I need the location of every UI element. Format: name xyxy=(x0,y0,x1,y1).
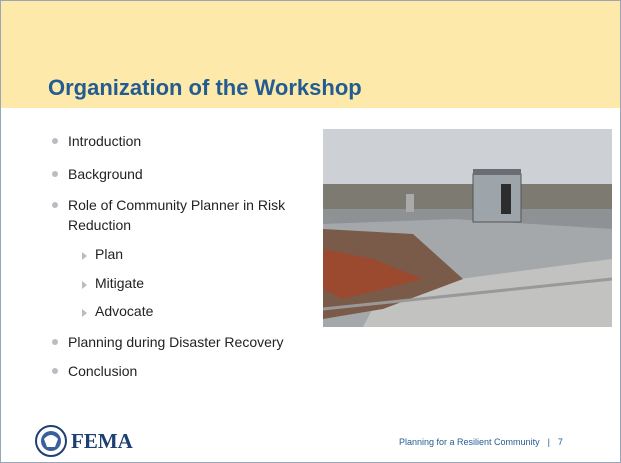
sub-bullet: Advocate xyxy=(95,303,153,319)
sub-bullet: Mitigate xyxy=(95,275,144,291)
bullet-text: Background xyxy=(68,166,143,182)
bullet: Planning during Disaster Recovery xyxy=(68,332,318,352)
photo xyxy=(323,129,612,327)
bullet: Role of Community Planner in Risk Reduct… xyxy=(68,195,318,235)
bullet-text: Introduction xyxy=(68,133,141,149)
bullet-text: Conclusion xyxy=(68,363,137,379)
bullet-text: Planning during Disaster Recovery xyxy=(68,334,284,350)
bullet-text: Role of Community Planner in Risk Reduct… xyxy=(68,197,285,233)
slide-title: Organization of the Workshop xyxy=(48,75,362,101)
sub-bullet-text: Plan xyxy=(95,246,123,262)
logo-text: FEMA xyxy=(71,429,133,454)
sub-bullet: Plan xyxy=(95,246,123,262)
bullet: Introduction xyxy=(68,131,318,151)
slide: Organization of the Workshop Introductio… xyxy=(0,0,621,463)
page-number: 7 xyxy=(558,437,563,447)
footer: Planning for a Resilient Community | 7 xyxy=(399,437,563,447)
footer-separator: | xyxy=(548,437,550,447)
bullet: Conclusion xyxy=(68,361,318,381)
fema-seal xyxy=(35,425,67,457)
sub-bullet-text: Advocate xyxy=(95,303,153,319)
footer-caption: Planning for a Resilient Community xyxy=(399,437,540,447)
bullet: Background xyxy=(68,164,318,184)
sub-bullet-text: Mitigate xyxy=(95,275,144,291)
